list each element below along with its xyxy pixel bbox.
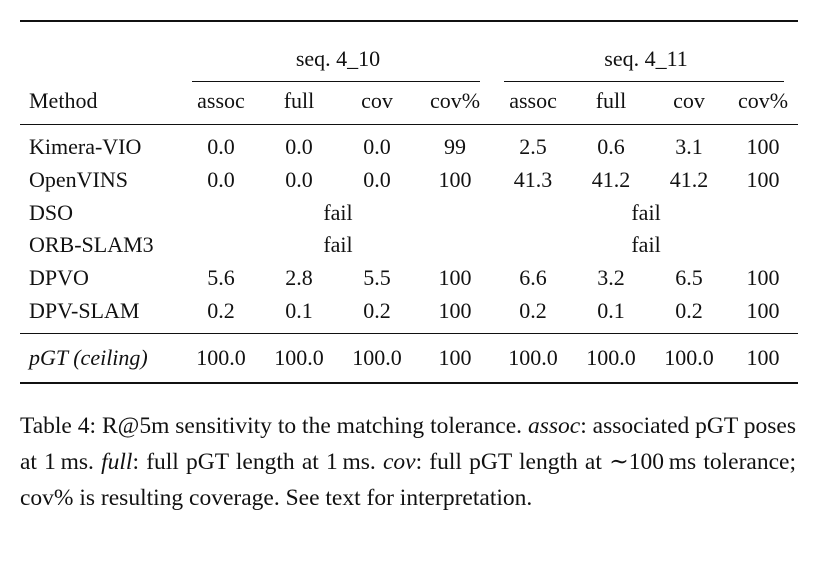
value-cell: 100 (746, 167, 780, 193)
ceiling-value-cell: 100.0 (260, 333, 338, 385)
group-header-row: seq. 4_10 seq. 4_11 (20, 20, 799, 82)
method-name-cell: DPV-SLAM (29, 297, 140, 323)
value-cell: 41.2 (591, 167, 631, 193)
fail-cell: fail (631, 232, 661, 258)
value-cell: 6.6 (519, 265, 547, 291)
table-row: DPV-SLAM 0.2 0.1 0.2 100 0.2 0.1 0.2 100 (20, 294, 798, 333)
value-cell: 41.3 (513, 167, 553, 193)
ceiling-value-cell: 100.0 (338, 333, 416, 385)
column-header-cov: cov (673, 88, 705, 113)
caption-term-assoc: assoc (527, 413, 581, 439)
value-cell: 100 (746, 297, 780, 323)
ceiling-value-cell: 100 (728, 333, 799, 385)
value-cell: 0.0 (338, 123, 416, 164)
group-underline (504, 81, 785, 82)
column-header-row: Method assoc full cov cov% assoc full co… (20, 78, 798, 125)
value-cell: 100 (438, 265, 472, 291)
table-row: OpenVINS 0.0 0.0 0.0 100 41.3 41.2 41.2 100 (20, 164, 798, 197)
value-cell: 100 (438, 297, 472, 323)
value-cell: 0.0 (182, 123, 260, 164)
value-cell: 100 (438, 167, 472, 193)
ceiling-method-cell: pGT (ceiling) (20, 333, 182, 385)
value-cell: 100 (728, 123, 799, 164)
value-cell: 2.8 (285, 265, 313, 291)
ceiling-row: pGT (ceiling) 100.0 100.0 100.0 100 100.0 100.… (20, 333, 799, 385)
fail-cell: fail (323, 232, 353, 258)
value-cell: 100 (746, 265, 780, 291)
column-header-full: full (283, 88, 315, 113)
table-row: ORB-SLAM3 fail fail (20, 229, 798, 262)
group-header-seq-4-11: seq. 4_11 (494, 20, 799, 82)
method-name-cell: DSO (29, 199, 74, 225)
value-cell: 0.0 (285, 167, 313, 193)
method-column-header: Method (29, 88, 98, 113)
caption-term-full: full (101, 449, 133, 475)
value-cell: 0.1 (597, 297, 625, 323)
value-cell: 0.2 (363, 297, 391, 323)
ceiling-value-cell: 100.0 (650, 333, 729, 385)
ceiling-value-cell: 100.0 (182, 333, 260, 385)
column-header-cov-percent: cov% (737, 88, 789, 113)
ceiling-value-cell: 100.0 (494, 333, 573, 385)
method-name-cell: DPVO (29, 265, 89, 291)
value-cell: 5.5 (363, 265, 391, 291)
fail-cell: fail (631, 199, 661, 225)
method-name-cell: Kimera-VIO (20, 123, 182, 164)
ceiling-value-cell: 100 (416, 333, 495, 385)
fail-cell: fail (323, 199, 353, 225)
results-table: seq. 4_10 seq. 4_11 Method assoc full co… (20, 20, 799, 385)
value-cell: 3.2 (597, 265, 625, 291)
group-header-seq-4-10: seq. 4_10 (182, 20, 495, 82)
value-cell: 5.6 (207, 265, 235, 291)
value-cell: 41.2 (669, 167, 709, 193)
column-header-cov: cov (361, 88, 393, 113)
results-table-container: seq. 4_10 seq. 4_11 Method assoc full co… (20, 20, 799, 385)
column-header-assoc: assoc (197, 88, 245, 113)
column-header-cov-percent: cov% (429, 88, 481, 113)
table-row: DSO fail fail (20, 196, 798, 229)
method-name-cell: ORB-SLAM3 (29, 232, 154, 258)
value-cell: 0.0 (207, 167, 235, 193)
value-cell: 0.0 (363, 167, 391, 193)
caption-term-cov: cov (382, 449, 416, 475)
value-cell: 99 (416, 123, 495, 164)
table-row: DPVO 5.6 2.8 5.5 100 6.6 3.2 6.5 100 (20, 262, 798, 295)
group-underline (192, 81, 481, 82)
value-cell: 0.2 (207, 297, 235, 323)
value-cell: 0.2 (519, 297, 547, 323)
value-cell: 6.5 (675, 265, 703, 291)
value-cell: 0.6 (572, 123, 651, 164)
value-cell: 0.1 (285, 297, 313, 323)
column-header-full: full (595, 88, 627, 113)
value-cell: 3.1 (650, 123, 729, 164)
table-row: Kimera-VIO 0.0 0.0 0.0 99 2.5 0.6 3.1 100 (20, 123, 799, 164)
value-cell: 0.2 (675, 297, 703, 323)
method-name-cell: OpenVINS (29, 167, 128, 193)
ceiling-value-cell: 100.0 (572, 333, 651, 385)
value-cell: 2.5 (494, 123, 573, 164)
table-caption: Table 4: R@5m sensitivity to the matchin… (20, 413, 796, 511)
value-cell: 0.0 (260, 123, 338, 164)
column-header-assoc: assoc (509, 88, 557, 113)
